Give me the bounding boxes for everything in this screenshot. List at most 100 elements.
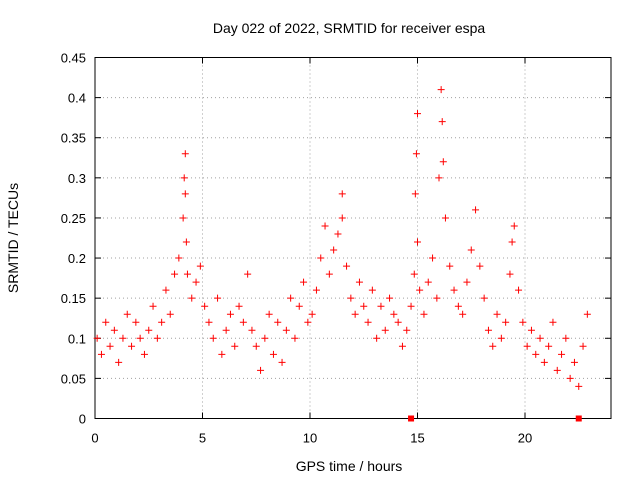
data-point (412, 150, 420, 158)
data-point (583, 310, 591, 318)
data-point (515, 286, 523, 294)
y-axis-label: SRMTID / TECUs (5, 183, 21, 293)
data-point (179, 214, 187, 222)
data-point (304, 318, 312, 326)
y-tick-label: 0.4 (68, 91, 86, 106)
data-point (102, 318, 110, 326)
data-point (181, 190, 189, 198)
data-point (579, 342, 587, 350)
data-point (334, 230, 342, 238)
y-tick-label: 0.35 (61, 131, 86, 146)
y-tick-label: 0.2 (68, 251, 86, 266)
axis-ticks (94, 57, 611, 419)
data-point (527, 326, 535, 334)
data-point (398, 342, 406, 350)
data-point (180, 174, 188, 182)
data-point (312, 286, 320, 294)
data-point (467, 246, 475, 254)
x-tick-label: 0 (91, 431, 98, 446)
data-point (433, 294, 441, 302)
data-point (235, 302, 243, 310)
data-point (282, 326, 290, 334)
data-point (575, 382, 583, 390)
data-point (424, 278, 432, 286)
x-tick-label: 5 (199, 431, 206, 446)
data-point (562, 334, 570, 342)
data-point (106, 342, 114, 350)
data-point (480, 294, 488, 302)
data-point (394, 318, 402, 326)
y-tick-label: 0 (79, 412, 86, 427)
data-point (97, 350, 105, 358)
data-point (175, 254, 183, 262)
y-tick-label: 0.45 (61, 51, 86, 66)
data-point (502, 318, 510, 326)
data-point (441, 214, 449, 222)
data-points (93, 86, 591, 422)
data-point (93, 334, 101, 342)
data-point (355, 278, 363, 286)
data-point (489, 342, 497, 350)
data-point (408, 415, 415, 422)
data-point (145, 326, 153, 334)
data-point (209, 334, 217, 342)
data-point (291, 334, 299, 342)
data-point (429, 254, 437, 262)
data-point (536, 334, 544, 342)
data-point (420, 310, 428, 318)
data-point (438, 118, 446, 126)
y-tick-label: 0.1 (68, 331, 86, 346)
data-point (435, 174, 443, 182)
data-point (532, 350, 540, 358)
data-point (338, 190, 346, 198)
data-point (523, 342, 531, 350)
plot-frame (94, 57, 612, 419)
data-point (218, 350, 226, 358)
data-point (171, 270, 179, 278)
data-point (472, 206, 480, 214)
tick-labels: 0 0.05 0.1 0.15 0.2 0.25 0.3 0.35 0.4 0.45 0 5 10 15 2… (61, 51, 533, 446)
data-point (390, 310, 398, 318)
x-tick-label: 20 (518, 431, 532, 446)
data-point (508, 238, 516, 246)
data-point (317, 254, 325, 262)
data-point (330, 246, 338, 254)
data-point (287, 294, 295, 302)
data-point (381, 326, 389, 334)
data-point (545, 342, 553, 350)
x-tick-label: 15 (410, 431, 424, 446)
data-point (166, 310, 174, 318)
data-point (214, 294, 222, 302)
data-point (265, 310, 273, 318)
chart-title: Day 022 of 2022, SRMTID for receiver esp… (213, 20, 486, 36)
data-point (132, 318, 140, 326)
data-point (321, 222, 329, 230)
data-point (123, 310, 131, 318)
data-point (153, 334, 161, 342)
data-point (403, 326, 411, 334)
grid-lines (95, 57, 611, 419)
data-point (158, 318, 166, 326)
data-point (269, 350, 277, 358)
data-point (192, 278, 200, 286)
data-point (128, 342, 136, 350)
data-point (540, 358, 548, 366)
data-point (140, 350, 148, 358)
data-point (476, 262, 484, 270)
data-point (407, 302, 415, 310)
data-point (351, 310, 359, 318)
data-point (201, 302, 209, 310)
data-point (295, 302, 303, 310)
data-point (575, 415, 582, 422)
data-point (439, 158, 447, 166)
data-point (553, 366, 561, 374)
data-point (343, 262, 351, 270)
data-point (377, 302, 385, 310)
y-tick-label: 0.3 (68, 171, 86, 186)
x-axis-label: GPS time / hours (296, 458, 403, 474)
data-point (373, 334, 381, 342)
data-point (181, 150, 189, 158)
data-point (300, 278, 308, 286)
data-point (566, 374, 574, 382)
data-point (182, 238, 190, 246)
